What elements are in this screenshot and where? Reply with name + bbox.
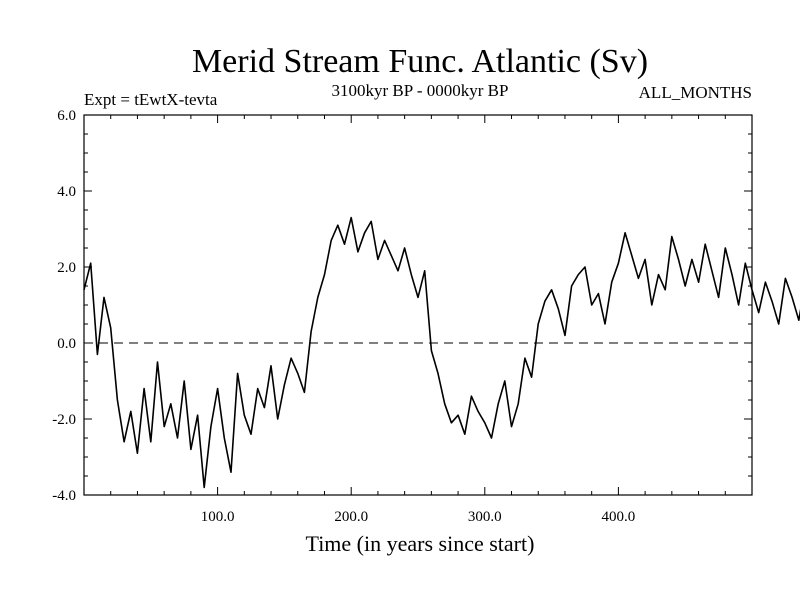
y-tick-label: -2.0 — [52, 412, 76, 428]
x-tick-label: 100.0 — [201, 509, 235, 525]
y-tick-label: 2.0 — [57, 260, 76, 276]
y-tick-label: 4.0 — [57, 184, 76, 200]
y-tick-label: 6.0 — [57, 108, 76, 124]
x-tick-label: 200.0 — [334, 509, 368, 525]
x-tick-label: 400.0 — [602, 509, 636, 525]
y-tick-label: -4.0 — [52, 488, 76, 504]
chart-season-label: ALL_MONTHS — [639, 83, 752, 102]
x-tick-labels: 100.0 200.0 300.0 400.0 — [201, 509, 636, 525]
series-line-msf-atlantic — [83, 216, 800, 489]
chart-experiment-label: Expt = tEwtX-tevta — [84, 90, 218, 109]
x-axis-label: Time (in years since start) — [306, 531, 535, 556]
chart-title: Merid Stream Func. Atlantic (Sv) — [192, 43, 648, 80]
chart-period-label: 3100kyr BP - 0000kyr BP — [332, 81, 509, 100]
x-tick-label: 300.0 — [468, 509, 502, 525]
y-tick-label: 0.0 — [57, 336, 76, 352]
axis-ticks — [84, 114, 752, 496]
y-tick-labels: -4.0 -2.0 0.0 2.0 4.0 6.0 — [52, 108, 76, 504]
